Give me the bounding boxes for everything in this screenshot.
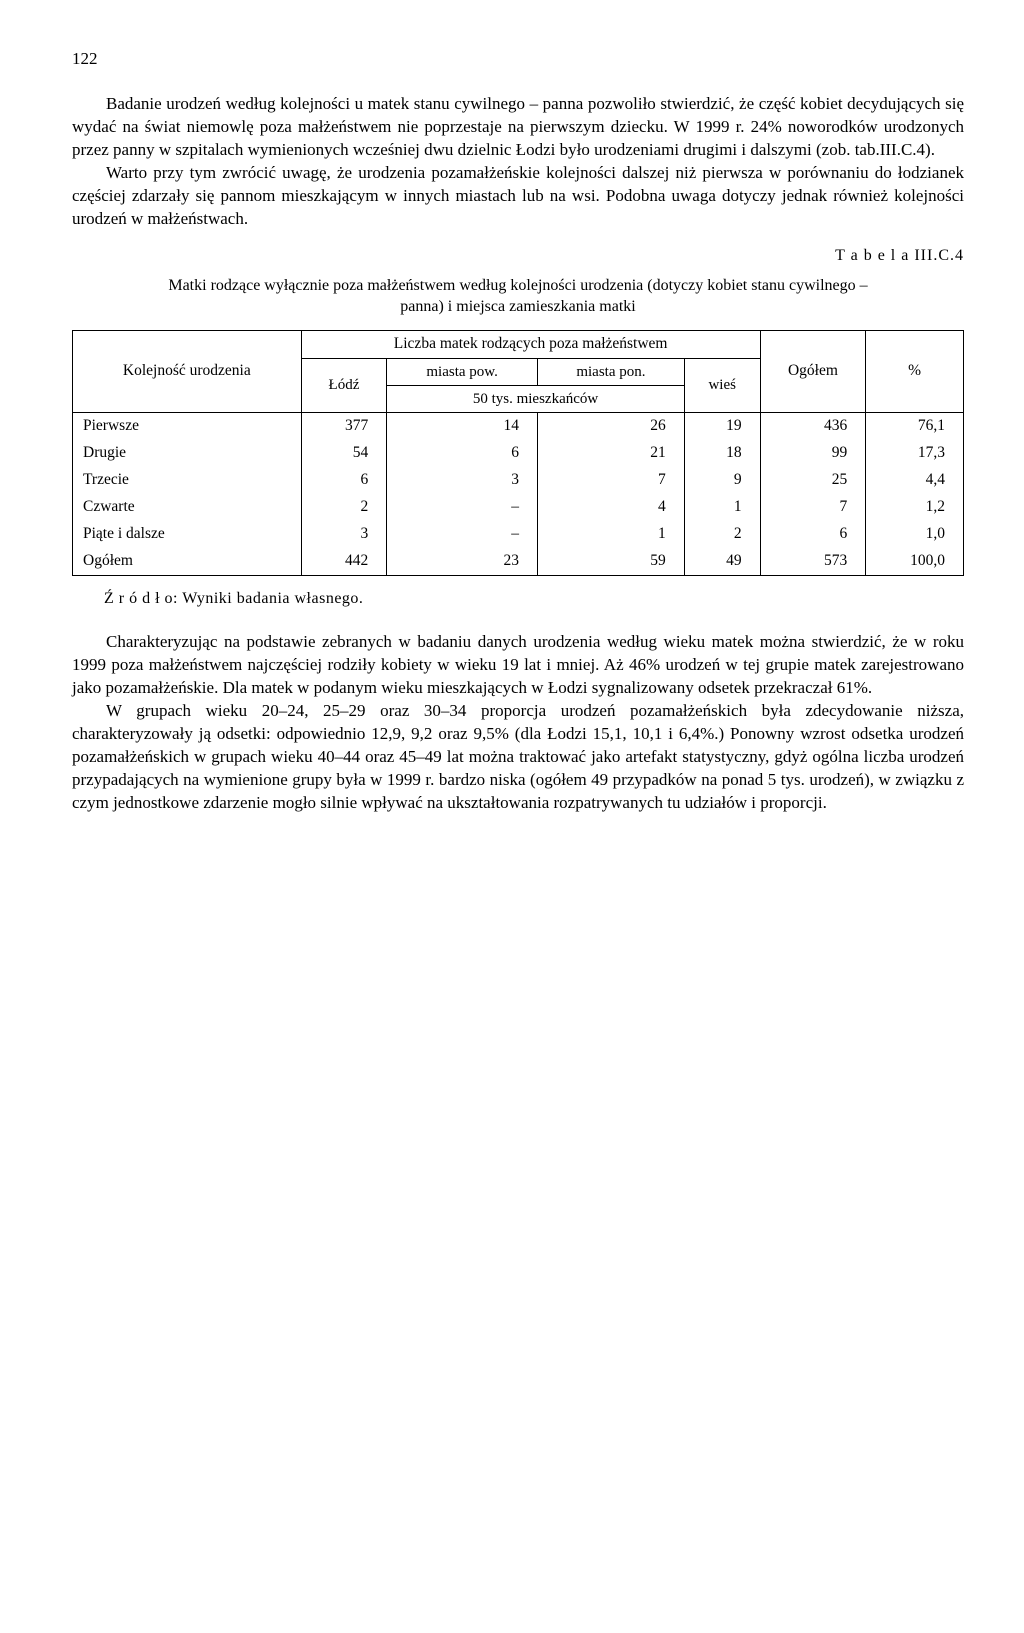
- page-number: 122: [72, 48, 964, 71]
- col-ogolem: Ogółem: [760, 330, 866, 412]
- paragraph-2: Warto przy tym zwrócić uwagę, że urodzen…: [72, 162, 964, 231]
- cell-ogolem: 25: [760, 467, 866, 494]
- col-pct: %: [866, 330, 964, 412]
- cell-ogolem: 99: [760, 440, 866, 467]
- col-miasta-pow: miasta pow.: [387, 358, 538, 385]
- table-row: Pierwsze37714261943676,1: [73, 413, 964, 440]
- table-label: T a b e l a III.C.4: [72, 245, 964, 267]
- paragraph-4: W grupach wieku 20–24, 25–29 oraz 30–34 …: [72, 700, 964, 815]
- cell-lodz: 3: [301, 521, 387, 548]
- cell-pow: –: [387, 521, 538, 548]
- cell-wies: 18: [684, 440, 760, 467]
- cell-pon: 21: [538, 440, 685, 467]
- cell-pow: 6: [387, 440, 538, 467]
- col-wies: wieś: [684, 358, 760, 413]
- cell-pct: 1,0: [866, 521, 964, 548]
- table-source: Ź r ó d ł o: Wyniki badania własnego.: [104, 588, 964, 610]
- cell-pow: 3: [387, 467, 538, 494]
- cell-pon: 4: [538, 494, 685, 521]
- cell-wies: 9: [684, 467, 760, 494]
- cell-pon: 1: [538, 521, 685, 548]
- cell-pct: 1,2: [866, 494, 964, 521]
- table-row: Ogółem442235949573100,0: [73, 548, 964, 575]
- cell-wies: 19: [684, 413, 760, 440]
- cell-wies: 2: [684, 521, 760, 548]
- label: Piąte i dalsze: [73, 521, 302, 548]
- cell-pow: 23: [387, 548, 538, 575]
- cell-pct: 4,4: [866, 467, 964, 494]
- table-head: Kolejność urodzenia Liczba matek rodzący…: [73, 330, 964, 412]
- cell-pow: 14: [387, 413, 538, 440]
- table-row: Drugie54621189917,3: [73, 440, 964, 467]
- paragraph-1: Badanie urodzeń według kolejności u mate…: [72, 93, 964, 162]
- cell-pct: 17,3: [866, 440, 964, 467]
- cell-pon: 26: [538, 413, 685, 440]
- label: Trzecie: [73, 467, 302, 494]
- col-sub50: 50 tys. mieszkańców: [387, 385, 685, 412]
- label: Drugie: [73, 440, 302, 467]
- col-miasta-pon: miasta pon.: [538, 358, 685, 385]
- label: Pierwsze: [73, 413, 302, 440]
- cell-ogolem: 573: [760, 548, 866, 575]
- cell-lodz: 2: [301, 494, 387, 521]
- cell-lodz: 54: [301, 440, 387, 467]
- table-row: Piąte i dalsze3–1261,0: [73, 521, 964, 548]
- label: Ogółem: [73, 548, 302, 575]
- cell-pon: 7: [538, 467, 685, 494]
- table-caption: Matki rodzące wyłącznie poza małżeństwem…: [158, 276, 878, 318]
- cell-pon: 59: [538, 548, 685, 575]
- cell-lodz: 6: [301, 467, 387, 494]
- col-lodz: Łódź: [301, 358, 387, 413]
- cell-lodz: 377: [301, 413, 387, 440]
- cell-wies: 1: [684, 494, 760, 521]
- paragraph-3: Charakteryzując na podstawie zebranych w…: [72, 631, 964, 700]
- cell-ogolem: 436: [760, 413, 866, 440]
- cell-ogolem: 6: [760, 521, 866, 548]
- data-table: Kolejność urodzenia Liczba matek rodzący…: [72, 330, 964, 576]
- cell-pow: –: [387, 494, 538, 521]
- table-body: Pierwsze37714261943676,1Drugie5462118991…: [73, 413, 964, 576]
- col-rowheader: Kolejność urodzenia: [73, 330, 302, 412]
- table-row: Czwarte2–4171,2: [73, 494, 964, 521]
- cell-ogolem: 7: [760, 494, 866, 521]
- cell-wies: 49: [684, 548, 760, 575]
- col-group: Liczba matek rodzących poza małżeństwem: [301, 330, 760, 358]
- label: Czwarte: [73, 494, 302, 521]
- cell-pct: 100,0: [866, 548, 964, 575]
- cell-lodz: 442: [301, 548, 387, 575]
- cell-pct: 76,1: [866, 413, 964, 440]
- table-row: Trzecie6379254,4: [73, 467, 964, 494]
